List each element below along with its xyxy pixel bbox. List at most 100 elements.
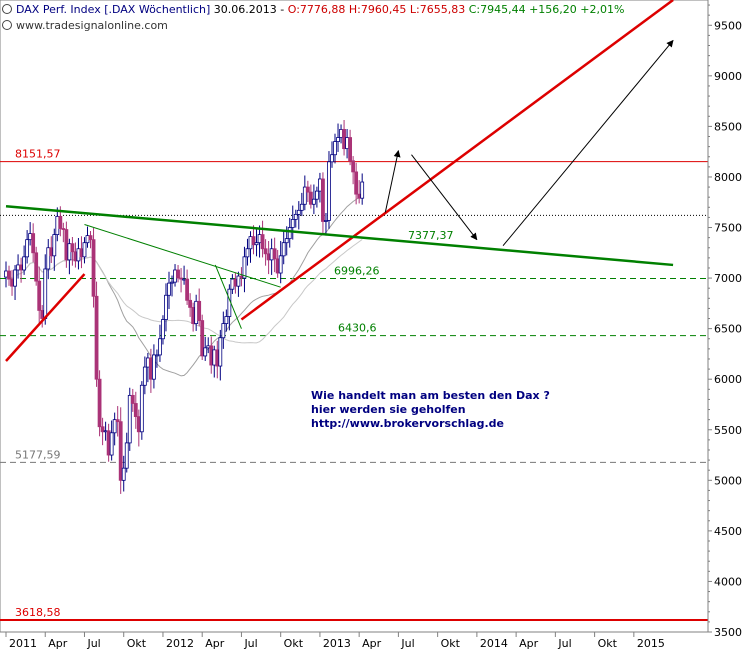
x-tick-label: Apr [519, 637, 539, 650]
candle-body [275, 258, 280, 274]
y-tick-label: 7000 [714, 272, 742, 285]
candle-body [158, 338, 162, 356]
candle-body [245, 248, 250, 258]
y-tick-label: 6000 [714, 373, 742, 386]
annotation-line-1: Wie handelt man am besten den Dax ? [311, 389, 550, 402]
candle-body [272, 248, 277, 260]
candle-body [200, 320, 205, 357]
candle-body [145, 357, 150, 368]
candle-body [357, 193, 362, 199]
candle-body [152, 354, 156, 380]
candle-body [43, 268, 48, 319]
x-tick-label: Jul [243, 637, 257, 650]
candle-body [161, 319, 165, 340]
candle-body [16, 264, 20, 271]
candle-body [112, 419, 117, 434]
candle-body [7, 270, 11, 280]
candle-body [130, 394, 135, 404]
candle-body [305, 186, 310, 193]
candle-body [176, 269, 180, 279]
candle-body [185, 278, 190, 301]
candle-body [327, 161, 331, 221]
x-tick-label: Apr [48, 637, 68, 650]
plot-frame [0, 0, 709, 633]
y-tick-label: 9500 [714, 19, 742, 32]
annotation-line-3: http://www.brokervorschlag.de [311, 417, 505, 430]
candle-body [76, 248, 81, 262]
candle-body [215, 349, 220, 367]
level-label: 7377,37 [408, 229, 454, 242]
x-tick-label: Okt [127, 637, 147, 650]
candle-body [188, 299, 193, 308]
candle-body [302, 186, 307, 205]
x-tick-label: Okt [441, 637, 461, 650]
candle-body [85, 235, 90, 244]
candle-body [321, 178, 325, 222]
candle-body [91, 239, 96, 297]
candle-body [55, 215, 60, 235]
candle-body [318, 178, 322, 192]
candle-body [52, 234, 57, 257]
y-tick-label: 8000 [714, 171, 742, 184]
candle-body [148, 357, 153, 380]
candle-body [34, 252, 39, 282]
y-tick-label: 5500 [714, 424, 742, 437]
candle-body [61, 228, 66, 230]
trendline [5, 205, 674, 267]
ohl-values: O:7776,88 H:7960,45 L:7655,83 [287, 3, 466, 16]
candle-body [336, 137, 340, 142]
candle-body [236, 275, 241, 287]
candle-body [315, 190, 319, 200]
candle-body [19, 264, 23, 271]
candle-body [239, 275, 244, 279]
candle-body [22, 256, 27, 271]
projection-arrow [502, 39, 674, 247]
candle-body [67, 243, 72, 261]
candle-body [13, 269, 17, 287]
candle-body [263, 248, 268, 255]
candle-body [311, 198, 316, 205]
candle-body [299, 203, 304, 211]
annotation-line-2: hier werden sie geholfen [311, 403, 466, 416]
candle-body [94, 295, 99, 380]
symbol-label: DAX Perf. Index [.DAX Wöchentlich] [16, 3, 211, 16]
candle-body [230, 278, 235, 290]
level-label: 8151,57 [15, 148, 61, 161]
candle-body [170, 281, 174, 284]
candle-body [218, 337, 223, 367]
x-tick-label: 2015 [637, 637, 665, 650]
candle-body [354, 171, 359, 195]
candle-body [88, 235, 93, 241]
x-tick-label: Jul [557, 637, 571, 650]
candle-body [330, 154, 334, 163]
symbol-marker-icon [2, 4, 12, 14]
y-tick-label: 7500 [714, 222, 742, 235]
projection-arrow [384, 149, 401, 213]
candle-body [124, 442, 129, 469]
candle-body [251, 236, 256, 246]
candle-body [248, 236, 253, 250]
trendline [240, 0, 674, 321]
candle-body [106, 430, 111, 456]
y-tick-label: 4500 [714, 525, 742, 538]
candle-body [345, 137, 349, 150]
candle-body [40, 310, 45, 319]
x-tick-label: Okt [284, 637, 304, 650]
x-tick-label: 2013 [323, 637, 351, 650]
candle-body [103, 430, 108, 433]
x-tick-label: 2014 [480, 637, 508, 650]
y-tick-label: 9000 [714, 70, 742, 83]
candle-body [10, 278, 14, 287]
candle-body [121, 467, 126, 481]
trendline [5, 273, 86, 362]
candle-body [97, 378, 102, 428]
candle-body [203, 347, 208, 357]
source-line: www.tradesignalonline.com [2, 19, 168, 32]
trendline [84, 224, 281, 288]
level-label: 6996,26 [334, 264, 380, 277]
y-tick-label: 4000 [714, 575, 742, 588]
x-tick-label: 2012 [166, 637, 194, 650]
candle-body [339, 129, 343, 138]
candle-body [324, 220, 328, 222]
chart-header: DAX Perf. Index [.DAX Wöchentlich] 30.06… [2, 3, 624, 16]
